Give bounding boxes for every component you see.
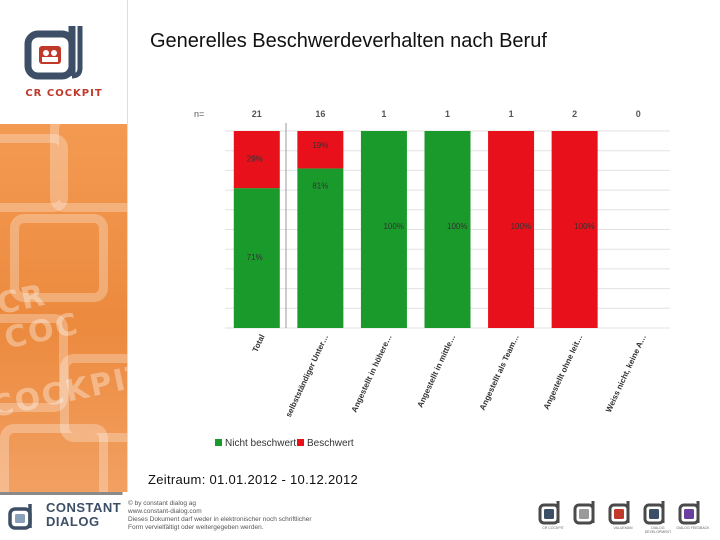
footer-brand: CONSTANT DIALOG — [46, 501, 121, 529]
product-logo-icon[interactable]: CR COCKPIT — [538, 500, 568, 534]
footer-brand-line2: DIALOG — [46, 514, 100, 529]
n-value: 21 — [252, 109, 262, 119]
sidebar: CR COCKPIT CR COC COCKPIT — [0, 0, 127, 492]
category-label: Weiss nicht, keine A… — [604, 333, 648, 414]
page-title: Generelles Beschwerdeverhalten nach Beru… — [150, 30, 547, 52]
category-label: selbstständiger Unter… — [284, 333, 330, 419]
bar-beschwert — [551, 131, 598, 328]
n-value: 1 — [381, 109, 386, 119]
sidebar-logo-text: CR COCKPIT — [25, 88, 103, 99]
constant-dialog-logo-icon — [8, 504, 32, 530]
category-label: Angestellt ohne leit… — [542, 333, 585, 411]
copyright-line: Dieses Dokument darf weder in elektronis… — [128, 516, 312, 523]
category-label: Total — [251, 333, 267, 354]
data-label: 100% — [511, 222, 531, 231]
data-label: 29% — [247, 155, 263, 164]
legend-label-nicht-beschwert: Nicht beschwert — [225, 438, 296, 449]
data-label: 81% — [312, 181, 328, 190]
n-value: 16 — [315, 109, 325, 119]
data-label: 19% — [312, 141, 328, 150]
category-label: Angestellt in mittle… — [416, 333, 458, 409]
bar-nicht-beschwert — [360, 131, 407, 328]
copyright-line: © by constant dialog ag — [128, 500, 197, 507]
copyright-line[interactable]: www.constant-dialog.com — [128, 508, 202, 515]
product-logo-label: VALUEMAN — [613, 526, 633, 530]
category-label: Angestellt in höhere… — [350, 333, 394, 414]
product-logo-icon[interactable]: DIALOG DEVELOPMENT — [643, 500, 673, 534]
sidebar-divider — [127, 0, 128, 492]
product-logo-label: DIALOG FEEDBACK — [676, 526, 710, 530]
n-value: 2 — [572, 109, 577, 119]
legend-label-beschwert: Beschwert — [307, 438, 354, 449]
data-label: 100% — [383, 222, 403, 231]
product-logo-icon[interactable] — [573, 500, 603, 534]
period-label: Zeitraum: 01.01.2012 - 10.12.2012 — [148, 472, 359, 487]
data-label: 71% — [247, 253, 263, 262]
legend-swatch-nicht-beschwert — [215, 439, 222, 446]
footer-copyright: © by constant dialog ag www.constant-dia… — [128, 500, 312, 532]
chart-area: n= 21 71% 29% Total 16 81% 19% selbstständiger U… — [130, 100, 720, 460]
bar-beschwert — [488, 131, 535, 328]
product-logos: CR COCKPIT VALUEMAN DIALOG DEVELOPMENT DIAL… — [538, 500, 714, 534]
cr-cockpit-logo-icon — [24, 26, 83, 80]
product-logo-label: CR COCKPIT — [542, 526, 564, 530]
product-logo-label: DIALOG DEVELOPMENT — [644, 526, 672, 534]
data-label: 100% — [574, 222, 594, 231]
footer-brand-line1: CONSTANT — [46, 500, 122, 515]
data-label: 100% — [447, 222, 467, 231]
copyright-line: Form vervielfältigt oder weitergegeben w… — [128, 524, 264, 531]
bar-beschwert — [297, 131, 344, 169]
footer-divider — [0, 492, 720, 495]
n-label: n= — [194, 109, 204, 119]
bar-beschwert — [233, 131, 280, 189]
footer: CONSTANT DIALOG © by constant dialog ag … — [0, 492, 720, 540]
bar-nicht-beschwert — [424, 131, 471, 328]
legend-swatch-beschwert — [297, 439, 304, 446]
bar-nicht-beschwert — [233, 188, 280, 328]
bar-nicht-beschwert — [297, 168, 344, 328]
sidebar-decoration: CR COC COCKPIT — [0, 124, 127, 492]
category-label: Angestellt als Team… — [478, 333, 521, 412]
n-value: 1 — [445, 109, 450, 119]
product-logo-icon[interactable]: DIALOG FEEDBACK — [676, 500, 710, 534]
n-value: 1 — [509, 109, 514, 119]
product-logo-icon[interactable]: VALUEMAN — [608, 500, 638, 534]
n-value: 0 — [636, 109, 641, 119]
